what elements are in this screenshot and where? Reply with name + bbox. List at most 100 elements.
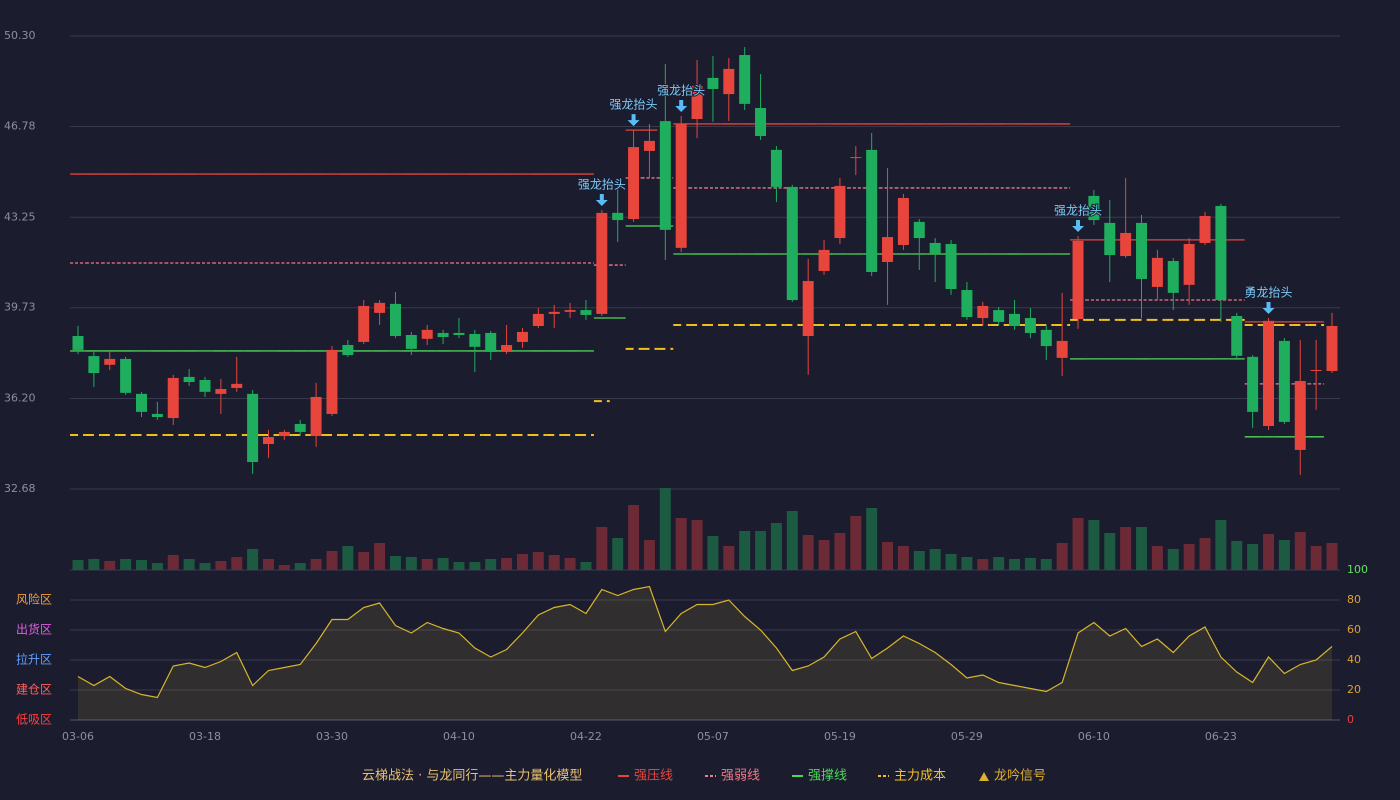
candle-body bbox=[564, 310, 576, 312]
volume-bar bbox=[88, 559, 100, 570]
volume-bar bbox=[1024, 558, 1036, 570]
signal-label: 强龙抬头 bbox=[657, 83, 705, 97]
candle-body bbox=[755, 107, 767, 137]
volume-bar bbox=[913, 551, 925, 570]
candle-body bbox=[802, 281, 814, 337]
y-tick-label: 40 bbox=[1347, 653, 1361, 666]
volume-bar bbox=[691, 520, 703, 570]
volume-bar bbox=[262, 559, 274, 570]
volume-bar bbox=[945, 554, 957, 570]
volume-bar bbox=[1199, 538, 1211, 570]
candle-body bbox=[882, 237, 894, 262]
candle-body bbox=[231, 383, 243, 388]
y-tick-label: 32.68 bbox=[4, 482, 36, 495]
volume-bar bbox=[1247, 544, 1259, 570]
x-tick-label: 05-29 bbox=[951, 730, 983, 743]
candle-body bbox=[374, 302, 386, 313]
signal-label: 强龙抬头 bbox=[1054, 204, 1102, 218]
volume-bar bbox=[755, 531, 767, 570]
x-tick-label: 03-18 bbox=[189, 730, 221, 743]
candle-body bbox=[88, 356, 100, 374]
candle-body bbox=[389, 303, 401, 337]
candle-body bbox=[643, 140, 655, 151]
candle-body bbox=[818, 249, 830, 271]
volume-bar bbox=[1294, 532, 1306, 570]
volume-bar bbox=[72, 560, 84, 570]
volume-bar bbox=[882, 542, 894, 570]
volume-bar bbox=[1072, 518, 1084, 570]
volume-bar bbox=[739, 531, 751, 570]
candle-body bbox=[532, 313, 544, 327]
candle-body bbox=[135, 393, 147, 412]
x-tick-label: 05-07 bbox=[697, 730, 729, 743]
y-tick-label: 0 bbox=[1347, 713, 1354, 726]
legend-title: 云梯战法 · 与龙同行——主力量化模型 bbox=[362, 769, 582, 784]
candle-body bbox=[501, 345, 513, 352]
volume-bar bbox=[723, 546, 735, 570]
candle-body bbox=[596, 212, 608, 314]
volume-bar bbox=[929, 549, 941, 570]
volume-bar bbox=[199, 563, 211, 570]
volume-bar bbox=[1231, 541, 1243, 570]
candle-body bbox=[1120, 232, 1132, 257]
candle-body bbox=[977, 305, 989, 319]
x-tick-label: 06-23 bbox=[1205, 730, 1237, 743]
candle-body bbox=[104, 358, 116, 365]
volume-bar bbox=[818, 540, 830, 570]
volume-bar bbox=[564, 558, 576, 570]
volume-bar bbox=[167, 555, 179, 570]
volume-bar bbox=[1263, 534, 1275, 570]
y-tick-label: 36.20 bbox=[4, 392, 36, 405]
y-tick-label: 60 bbox=[1347, 623, 1361, 636]
volume-bar bbox=[135, 560, 147, 570]
volume-bar bbox=[1040, 559, 1052, 570]
volume-bar bbox=[453, 562, 465, 570]
candle-body bbox=[1136, 222, 1148, 279]
candle-body bbox=[1231, 315, 1243, 356]
candle-body bbox=[151, 413, 163, 418]
candle-body bbox=[1072, 240, 1084, 320]
volume-bar bbox=[961, 557, 973, 570]
candle-body bbox=[675, 123, 687, 248]
zone-label: 拉升区 bbox=[16, 652, 52, 667]
candle-body bbox=[516, 331, 528, 342]
volume-bar bbox=[897, 546, 909, 570]
candle-body bbox=[1088, 195, 1100, 221]
volume-bar bbox=[374, 543, 386, 570]
volume-bar bbox=[1056, 543, 1068, 570]
volume-bar bbox=[1278, 540, 1290, 570]
candle-body bbox=[183, 376, 195, 383]
candle-body bbox=[1151, 257, 1163, 287]
candle-body bbox=[612, 212, 624, 221]
volume-bar bbox=[1009, 559, 1021, 570]
candle-body bbox=[120, 358, 132, 393]
volume-bar bbox=[485, 559, 497, 570]
candle-body bbox=[739, 55, 751, 104]
x-tick-label: 04-22 bbox=[570, 730, 602, 743]
y-tick-label: 20 bbox=[1347, 683, 1361, 696]
y-tick-label: 39.73 bbox=[4, 301, 36, 314]
indicator-line bbox=[77, 585, 1333, 699]
x-tick-label: 03-06 bbox=[62, 730, 94, 743]
volume-bar bbox=[532, 552, 544, 570]
candle-body bbox=[1056, 340, 1068, 358]
volume-bar bbox=[516, 554, 528, 570]
volume-bar bbox=[866, 508, 878, 570]
volume-bar bbox=[977, 559, 989, 570]
volume-bar bbox=[215, 561, 227, 570]
volume-bar bbox=[310, 559, 322, 570]
candle-body bbox=[834, 185, 846, 239]
volume-bar bbox=[231, 557, 243, 570]
volume-bar bbox=[802, 535, 814, 570]
volume-bar bbox=[596, 527, 608, 570]
x-tick-label: 06-10 bbox=[1078, 730, 1110, 743]
legend-label: 强压线 bbox=[634, 769, 673, 784]
signal-label: 强龙抬头 bbox=[578, 178, 626, 192]
volume-bar bbox=[389, 556, 401, 570]
candle-body bbox=[469, 333, 481, 347]
volume-bar bbox=[405, 557, 417, 570]
candle-body bbox=[913, 221, 925, 239]
volume-bar bbox=[247, 549, 259, 570]
